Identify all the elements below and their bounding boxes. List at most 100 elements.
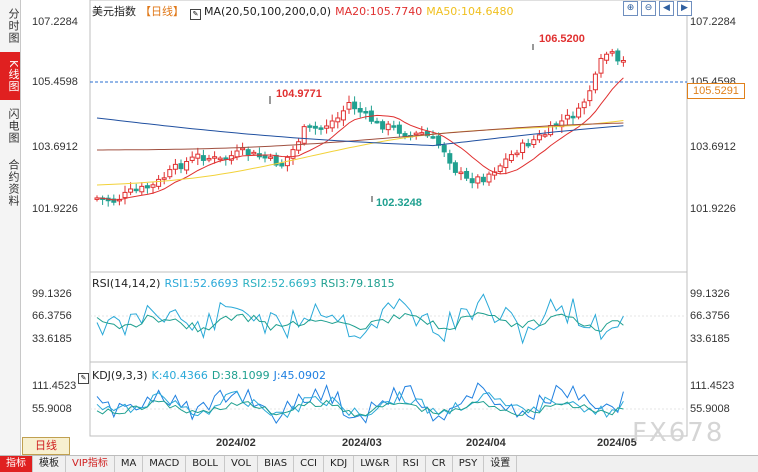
kdj-j-line (96, 382, 624, 425)
move-right-icon[interactable]: ▶ (677, 1, 692, 16)
ma50-line (96, 120, 624, 186)
candle-body (497, 165, 503, 172)
candle-body (492, 171, 498, 176)
candle-body (576, 107, 582, 118)
tab-ma[interactable]: MA (115, 456, 144, 472)
right-axis-label: 103.6912 (690, 141, 736, 153)
candle-body (430, 136, 436, 139)
candle-body (128, 188, 134, 193)
tab-indicator[interactable]: 指标 (0, 456, 33, 472)
candle-body (396, 124, 402, 134)
kdj-d-value: D:38.1099 (211, 369, 270, 382)
zoom-out-icon[interactable]: ⊖ (641, 1, 656, 16)
candle-body (324, 125, 330, 129)
price-legend: 美元指数 【日线】 ✎ MA(20,50,100,200,0,0) MA20:105.7… (92, 3, 518, 20)
tab-kline-chart[interactable]: K线图 (0, 52, 20, 100)
rsi-left-axis: 99.1326 (32, 288, 72, 300)
left-tab-bar: 分时图 K线图 闪电图 合约资料 (0, 0, 21, 455)
move-left-icon[interactable]: ◀ (659, 1, 674, 16)
candle-body (385, 123, 391, 131)
candle-body (587, 90, 593, 102)
rsi-right-axis: 99.1326 (690, 288, 730, 300)
candle-body (564, 114, 570, 120)
candle-body (189, 156, 195, 161)
candle-body (144, 185, 150, 189)
candle-body (514, 152, 520, 156)
ma20-line (96, 77, 624, 201)
kdj-right-axis: 55.9008 (690, 403, 730, 415)
candle-body (195, 153, 201, 159)
rsi-legend: RSI(14,14,2) RSI1:52.6693 RSI2:52.6693 RSI3… (92, 277, 399, 290)
tab-bias[interactable]: BIAS (258, 456, 295, 472)
candle-body (161, 177, 167, 180)
ma-settings-icon[interactable]: ✎ (190, 9, 201, 20)
candle-body (447, 153, 453, 164)
tab-cr[interactable]: CR (426, 456, 453, 472)
candle-body (615, 50, 621, 62)
left-axis-label: 101.9226 (32, 203, 78, 215)
kdj-settings-icon[interactable]: ✎ (78, 373, 89, 384)
kdj-k-line (96, 390, 624, 419)
rsi3-line (96, 312, 624, 333)
kdj-d-line (96, 399, 624, 417)
rsi-right-axis: 33.6185 (690, 333, 730, 345)
kdj-j-value: J:45.0902 (273, 369, 327, 382)
candle-body (296, 141, 302, 151)
candle-body (200, 155, 206, 161)
candle-body (346, 102, 352, 110)
tab-kdj[interactable]: KDJ (324, 456, 355, 472)
period-tag: 【日线】 (140, 5, 184, 18)
tab-flash-chart[interactable]: 闪电图 (7, 108, 20, 144)
tab-settings[interactable]: 设置 (484, 456, 518, 472)
zoom-in-icon[interactable]: ⊕ (623, 1, 638, 16)
date-label: 2024/04 (466, 437, 506, 449)
candle-body (413, 132, 419, 136)
tab-vol[interactable]: VOL (225, 456, 259, 472)
tab-lwr[interactable]: LW&R (354, 456, 397, 472)
tab-vip-indicator[interactable]: VIP指标 (66, 456, 115, 472)
candle-body (340, 110, 346, 121)
period-button[interactable]: 日线 (22, 437, 70, 455)
candle-body (251, 151, 257, 155)
tab-boll[interactable]: BOLL (186, 456, 225, 472)
candle-body (279, 162, 285, 167)
candle-body (245, 149, 251, 156)
candle-body (150, 184, 156, 188)
kline-chart[interactable] (0, 0, 758, 455)
candle-body (206, 157, 212, 161)
tab-macd[interactable]: MACD (143, 456, 187, 472)
candle-body (172, 163, 178, 170)
candle-body (335, 117, 341, 123)
candle-body (520, 142, 526, 154)
candle-body (480, 176, 486, 183)
ma20-value: MA20:105.7740 (335, 5, 423, 18)
tab-time-chart[interactable]: 分时图 (7, 8, 20, 44)
left-axis-label: 107.2284 (32, 16, 78, 28)
kdj-left-axis: 111.4523 (32, 380, 77, 392)
candle-body (318, 127, 324, 130)
tab-rsi[interactable]: RSI (397, 456, 426, 472)
tab-cci[interactable]: CCI (294, 456, 325, 472)
candle-body (598, 57, 604, 74)
tab-contract-info[interactable]: 合约资料 (7, 159, 20, 207)
date-label: 2024/03 (342, 437, 382, 449)
candle-body (301, 126, 307, 144)
rsi-label: RSI(14,14,2) (92, 277, 161, 290)
candle-body (184, 161, 190, 171)
left-axis-label: 103.6912 (32, 141, 78, 153)
candle-body (609, 51, 615, 54)
instrument-name: 美元指数 (92, 5, 136, 18)
candle-body (486, 173, 492, 183)
right-axis-label: 101.9226 (690, 203, 736, 215)
candle-body (111, 198, 117, 203)
low-annotation: 102.3248 (376, 197, 422, 209)
candle-body (268, 156, 274, 159)
candle-body (525, 143, 531, 147)
tab-psy[interactable]: PSY (453, 456, 485, 472)
tab-template[interactable]: 模板 (33, 456, 66, 472)
candle-body (391, 125, 397, 128)
date-label: 2024/05 (597, 437, 637, 449)
candle-body (458, 171, 464, 175)
candle-body (604, 53, 610, 61)
candle-body (240, 147, 246, 151)
